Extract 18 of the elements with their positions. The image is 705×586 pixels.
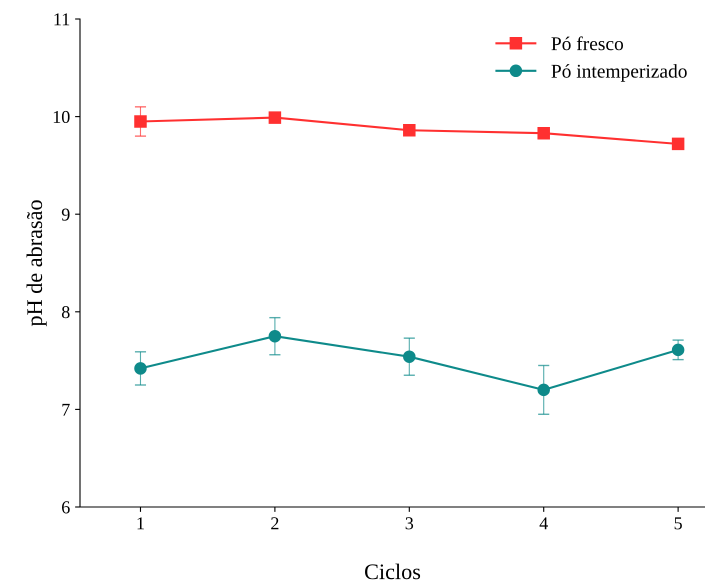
- y-tick-label: 6: [62, 501, 70, 514]
- y-tick-label: 9: [62, 208, 70, 221]
- x-axis-title: Ciclos: [365, 564, 420, 580]
- y-tick-label: 11: [54, 13, 70, 26]
- y-axis-title: pH de abrasão: [26, 200, 47, 326]
- legend-label: Pó intemperizado: [551, 64, 687, 82]
- point: [672, 344, 684, 356]
- x-tick-label: 3: [406, 517, 414, 530]
- x-tick-label: 2: [271, 517, 278, 530]
- point: [134, 115, 147, 128]
- y-tick-label: 7: [62, 404, 70, 416]
- x-tick-label: 1: [138, 517, 144, 530]
- x-tick-label: 5: [674, 517, 682, 530]
- y-tick-label: 8: [62, 306, 70, 318]
- point: [268, 330, 282, 342]
- legend-label: Pó fresco: [551, 36, 624, 50]
- y-tick-label: 10: [54, 110, 70, 124]
- x-tick-label: 4: [540, 517, 548, 530]
